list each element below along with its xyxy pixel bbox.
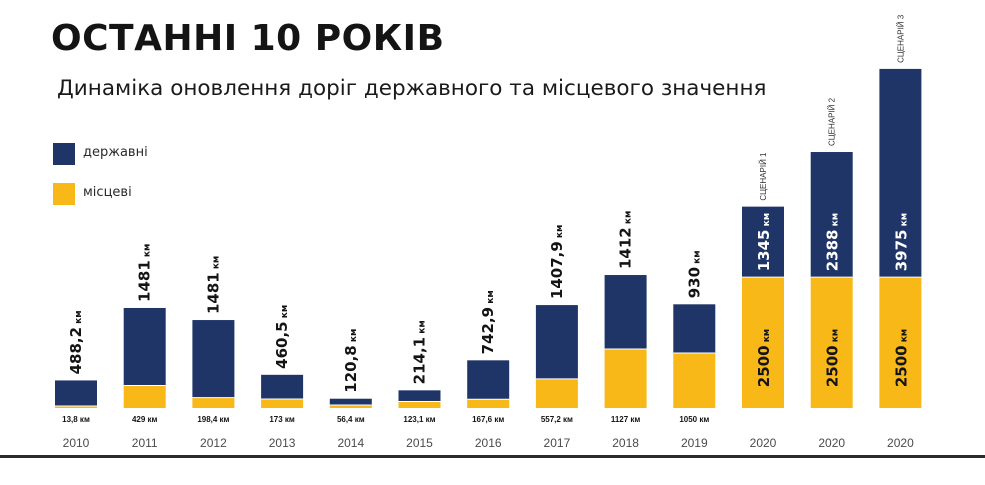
local-value-label-9: 1050 км: [679, 415, 709, 424]
bar-state-10: [742, 206, 784, 278]
bar-state-9: [673, 304, 716, 354]
legend-label-local: місцеві: [83, 185, 132, 200]
bar-local-10: [742, 277, 784, 408]
year-label-10: 2020: [750, 436, 777, 450]
bar-local-1: [123, 385, 166, 408]
bar-local-12: [879, 277, 922, 408]
bar-local-8: [604, 348, 647, 408]
bar-state-11: [810, 152, 853, 278]
bottom-divider: [0, 455, 985, 458]
bar-local-0: [55, 406, 97, 408]
local-value-label-5: 123,1 км: [403, 415, 435, 424]
state-value-label-4: 120,8 км: [342, 329, 360, 393]
state-value-label-3: 460,5 км: [273, 305, 291, 369]
state-value-label-9: 930 км: [685, 250, 703, 298]
bar-local-2: [192, 397, 235, 408]
local-value-label-12: 2500 км: [892, 329, 910, 387]
state-value-label-12: 3975 км: [892, 213, 910, 271]
bar-state-5: [398, 390, 441, 402]
bar-local-5: [398, 401, 441, 408]
year-label-9: 2019: [681, 436, 708, 450]
year-label-5: 2015: [406, 436, 433, 450]
legend-label-state: державні: [83, 145, 148, 160]
bar-state-8: [604, 275, 647, 349]
chart-subtitle: Динаміка оновлення доріг державного та м…: [57, 76, 767, 101]
bar-state-0: [55, 380, 97, 406]
local-value-label-7: 557,2 км: [541, 415, 573, 424]
bar-local-4: [329, 405, 372, 408]
bar-state-12: [879, 68, 922, 278]
state-value-label-5: 214,1 км: [411, 320, 429, 384]
local-value-label-10: 2500 км: [755, 329, 773, 387]
state-value-label-1: 1481 км: [136, 244, 154, 302]
local-value-label-11: 2500 км: [824, 329, 842, 387]
bar-local-7: [535, 378, 578, 408]
year-label-7: 2017: [544, 436, 571, 450]
state-value-label-8: 1412 км: [617, 211, 635, 269]
legend-swatch-state: [53, 143, 75, 165]
bar-state-2: [192, 320, 235, 398]
bar-state-4: [329, 398, 372, 406]
bar-local-3: [261, 398, 304, 408]
scenario-annotation-12: СЦЕНАРІЙ 3: [896, 14, 905, 63]
chart-title: ОСТАННІ 10 РОКІВ: [51, 18, 445, 59]
year-label-8: 2018: [612, 436, 639, 450]
year-label-3: 2013: [269, 436, 296, 450]
scenario-annotation-10: СЦЕНАРІЙ 1: [759, 152, 768, 201]
local-value-label-8: 1127 км: [611, 415, 641, 424]
local-value-label-3: 173 км: [269, 415, 295, 424]
bar-state-1: [123, 307, 166, 386]
year-label-2: 2012: [200, 436, 227, 450]
bar-state-6: [467, 360, 510, 400]
bar-local-9: [673, 353, 716, 408]
year-label-1: 2011: [132, 436, 158, 450]
local-value-label-0: 13,8 км: [62, 415, 90, 424]
bar-state-7: [535, 305, 578, 379]
year-label-11: 2020: [818, 436, 845, 450]
scenario-annotation-11: СЦЕНАРІЙ 2: [828, 97, 837, 146]
local-value-label-4: 56,4 км: [337, 415, 365, 424]
year-label-12: 2020: [887, 436, 914, 450]
bar-state-3: [261, 374, 304, 399]
local-value-label-6: 167,6 км: [472, 415, 504, 424]
state-value-label-0: 488,2 км: [67, 310, 85, 374]
year-label-4: 2014: [337, 436, 364, 450]
bar-local-11: [810, 277, 853, 408]
local-value-label-2: 198,4 км: [197, 415, 229, 424]
legend-swatch-local: [53, 183, 75, 205]
state-value-label-10: 1345 км: [755, 213, 773, 271]
state-value-label-11: 2388 км: [824, 213, 842, 271]
state-value-label-7: 1407,9 км: [548, 225, 566, 300]
state-value-label-6: 742,9 км: [479, 290, 497, 354]
local-value-label-1: 429 км: [132, 415, 158, 424]
year-label-0: 2010: [63, 436, 90, 450]
year-label-6: 2016: [475, 436, 502, 450]
state-value-label-2: 1481 км: [204, 256, 222, 314]
bar-local-6: [467, 399, 510, 408]
